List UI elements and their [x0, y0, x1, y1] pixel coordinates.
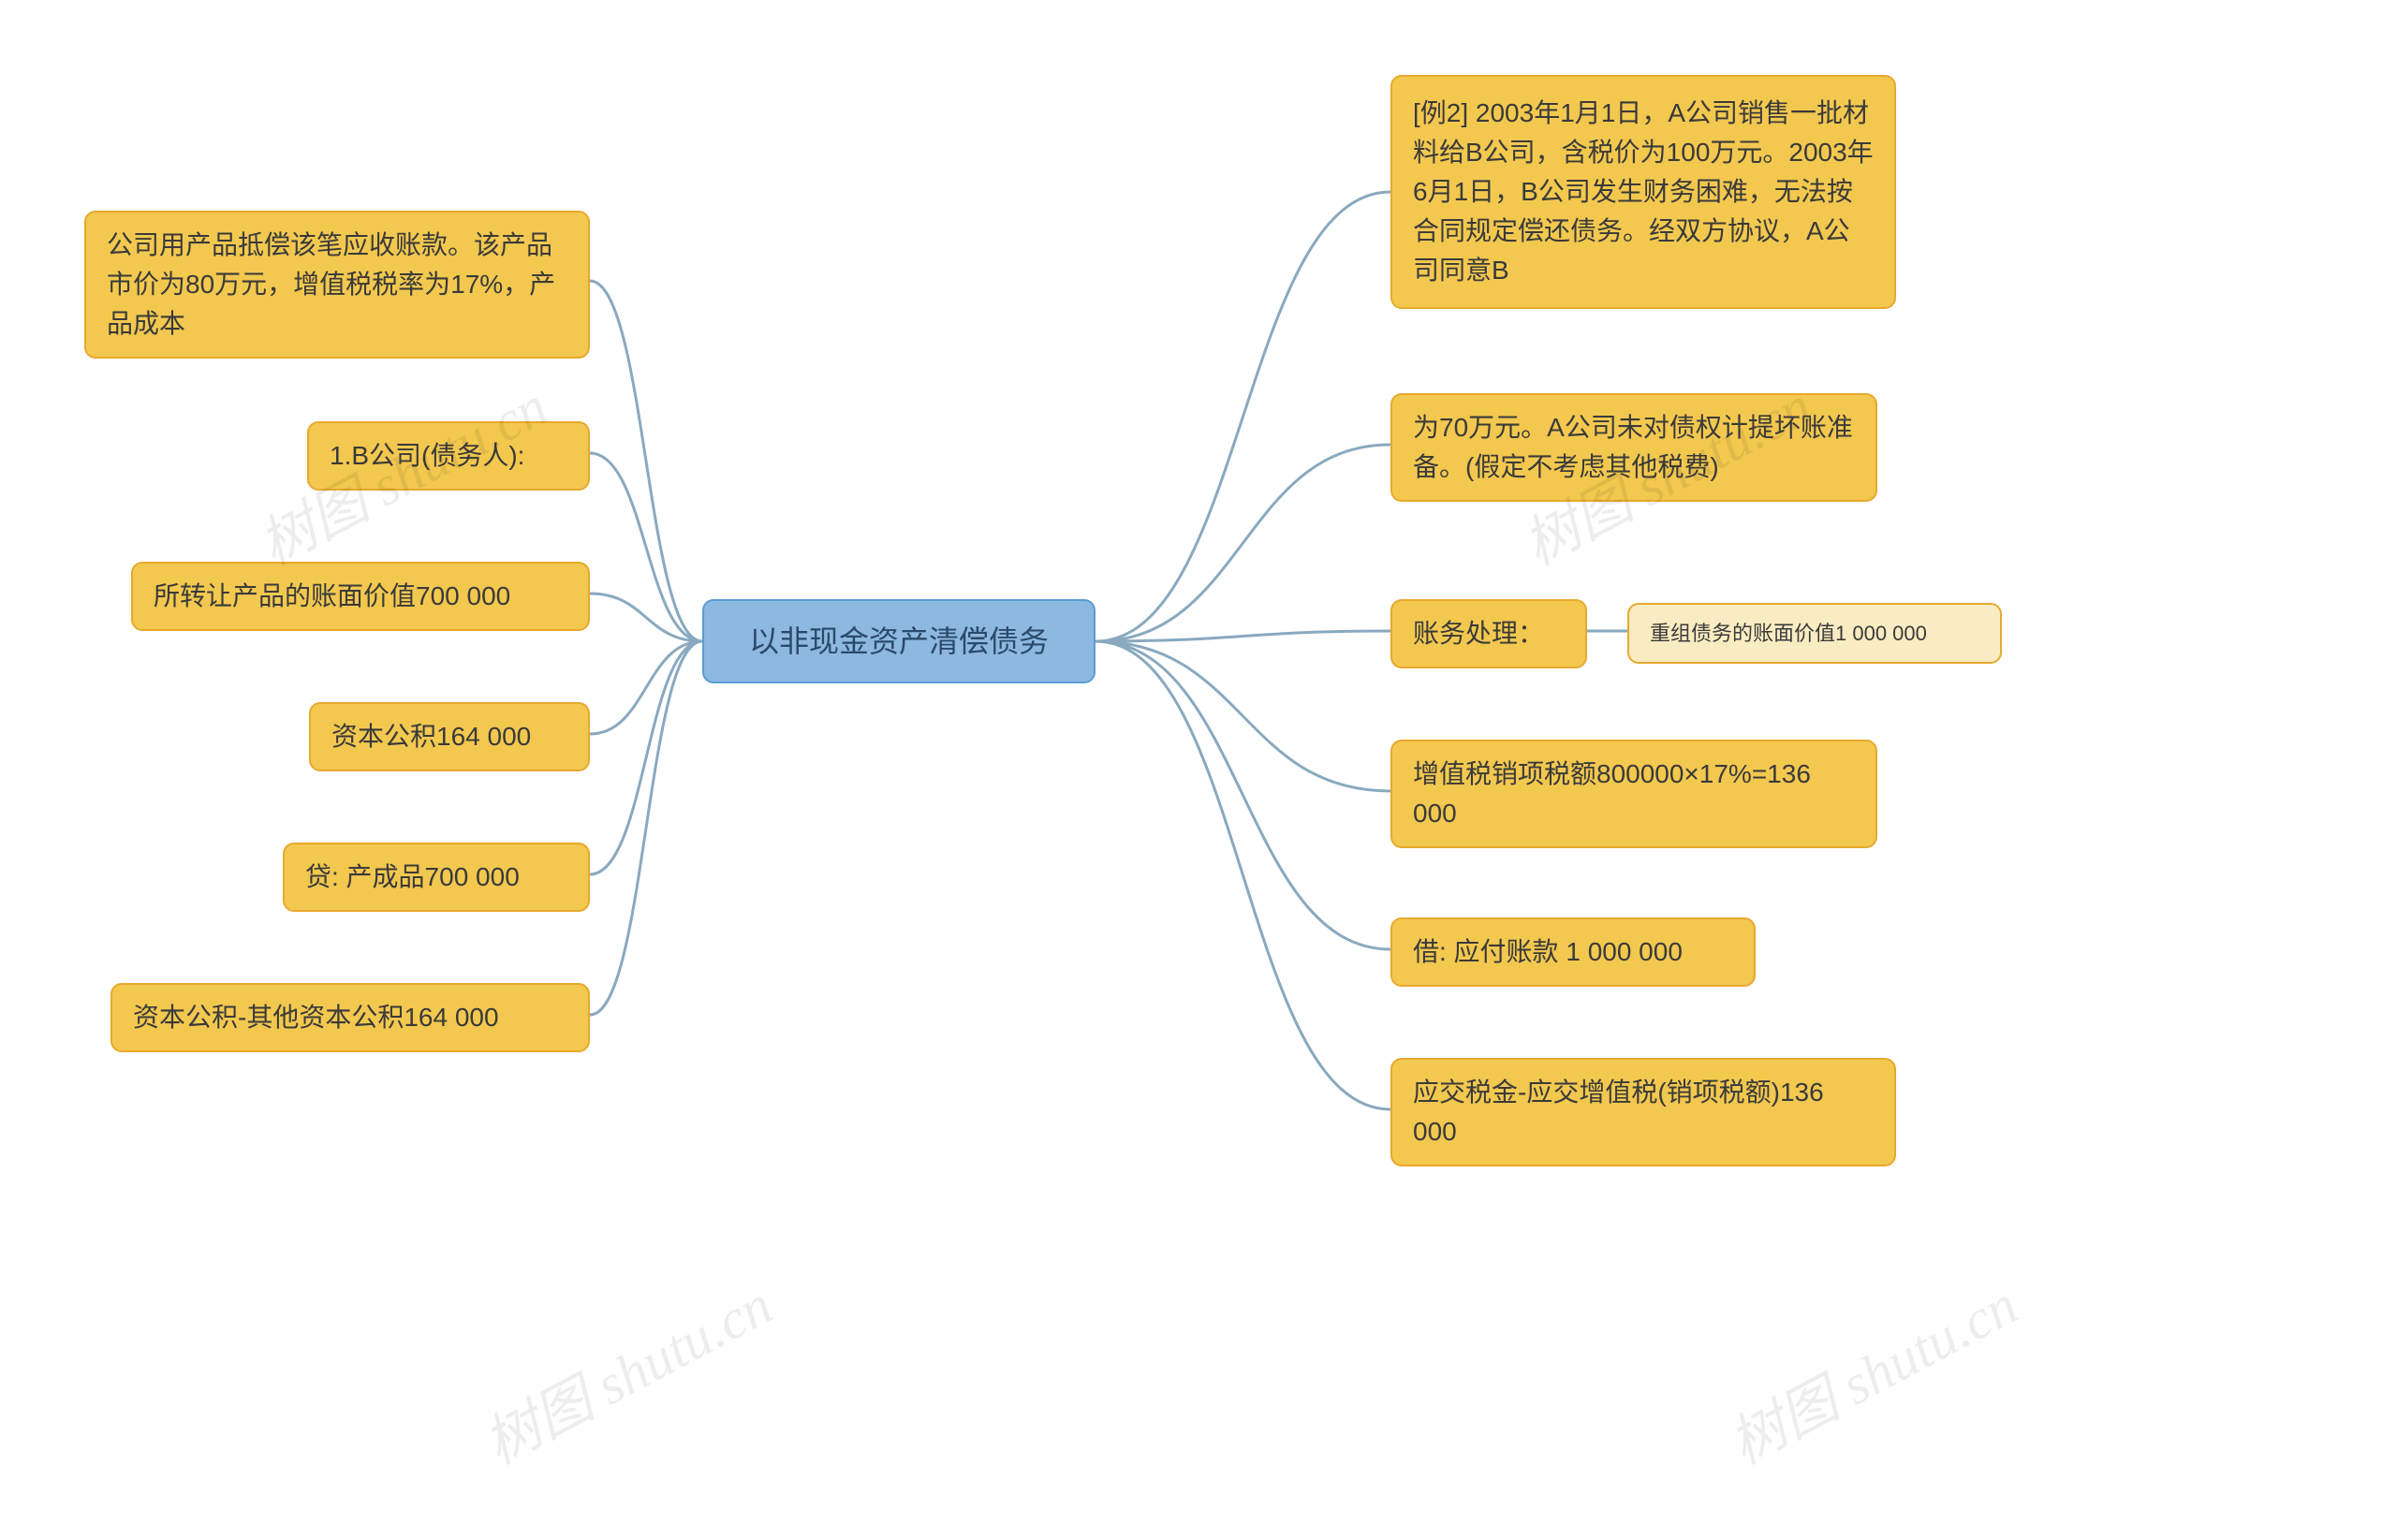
mindmap-canvas: 以非现金资产清偿债务 公司用产品抵偿该笔应收账款。该产品市价为80万元，增值税税…	[0, 0, 2397, 1540]
right-node-3-child: 重组债务的账面价值1 000 000	[1627, 603, 2002, 664]
node-label: 资本公积164 000	[331, 717, 531, 756]
right-node-3: 账务处理：	[1390, 599, 1587, 668]
node-label: 公司用产品抵偿该笔应收账款。该产品市价为80万元，增值税税率为17%，产品成本	[107, 226, 567, 344]
left-node-1: 公司用产品抵偿该笔应收账款。该产品市价为80万元，增值税税率为17%，产品成本	[84, 211, 590, 359]
node-label: [例2] 2003年1月1日，A公司销售一批材料给B公司，含税价为100万元。2…	[1413, 94, 1874, 290]
right-node-1: [例2] 2003年1月1日，A公司销售一批材料给B公司，含税价为100万元。2…	[1390, 75, 1896, 309]
left-node-5: 贷: 产成品700 000	[283, 843, 590, 912]
left-node-3: 所转让产品的账面价值700 000	[131, 562, 590, 631]
center-label: 以非现金资产清偿债务	[749, 619, 1049, 664]
node-label: 贷: 产成品700 000	[305, 858, 520, 897]
center-node: 以非现金资产清偿债务	[702, 599, 1096, 683]
node-label: 增值税销项税额800000×17%=136 000	[1413, 755, 1855, 833]
watermark: 树图 shutu.cn	[467, 1260, 784, 1480]
node-label: 所转让产品的账面价值700 000	[154, 577, 510, 616]
watermark: 树图 shutu.cn	[1713, 1260, 2029, 1480]
node-label: 应交税金-应交增值税(销项税额)136 000	[1413, 1073, 1874, 1151]
right-node-5: 借: 应付账款 1 000 000	[1390, 917, 1756, 987]
left-node-4: 资本公积164 000	[309, 702, 590, 771]
left-node-6: 资本公积-其他资本公积164 000	[110, 983, 590, 1052]
node-label: 账务处理：	[1413, 614, 1544, 653]
right-node-6: 应交税金-应交增值税(销项税额)136 000	[1390, 1058, 1896, 1166]
node-label: 重组债务的账面价值1 000 000	[1650, 618, 1927, 649]
node-label: 借: 应付账款 1 000 000	[1413, 932, 1683, 972]
node-label: 资本公积-其他资本公积164 000	[133, 998, 499, 1037]
right-node-4: 增值税销项税额800000×17%=136 000	[1390, 740, 1877, 848]
